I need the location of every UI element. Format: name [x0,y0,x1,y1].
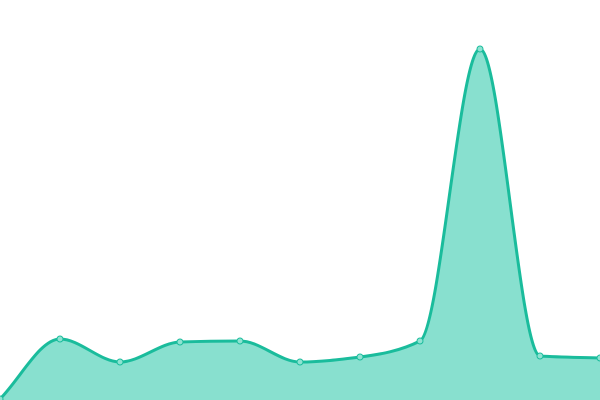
data-point [356,353,364,361]
data-point [296,358,304,366]
data-points [0,45,600,400]
series-area [0,49,600,400]
data-point [416,337,424,345]
series-line [0,47,600,400]
data-point [476,45,484,53]
data-point [56,335,64,343]
data-point [176,338,184,346]
data-point [236,337,244,345]
data-point [116,358,124,366]
data-point [0,395,4,400]
data-point [536,352,544,360]
data-point [596,354,600,362]
